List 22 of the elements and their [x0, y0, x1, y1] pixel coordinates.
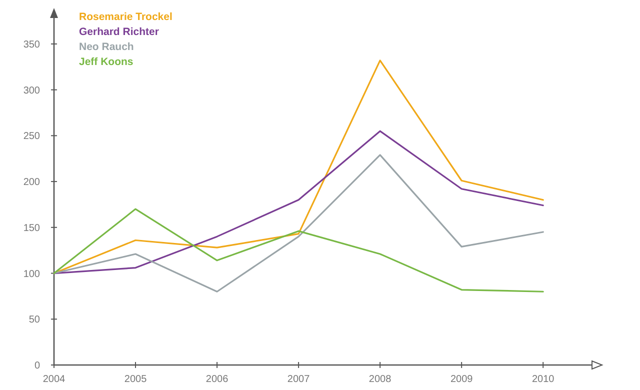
x-tick-label: 2004 [42, 374, 66, 385]
text: Jeff Koons [79, 56, 134, 68]
x-tick-label: 2009 [450, 374, 474, 385]
y-tick-label: 300 [23, 85, 40, 96]
y-tick-label: 50 [28, 314, 40, 326]
x-tick-label: 2005 [124, 374, 148, 385]
y-tick-label: 0 [34, 360, 40, 372]
y-tick-label: 200 [23, 177, 40, 188]
y-tick-label: 150 [23, 222, 40, 234]
line-series [53, 154, 544, 292]
text: Neo Rauch [79, 41, 134, 53]
x-tick-label: 2006 [206, 374, 229, 385]
y-tick-label: 250 [23, 131, 40, 142]
text: Rosemarie Trockel [79, 11, 172, 23]
text: Gerhard Richter [79, 26, 159, 38]
line-series [53, 130, 544, 274]
y-tick-label: 350 [23, 39, 40, 50]
x-tick-label: 2007 [287, 374, 310, 385]
x-tick-label: 2010 [532, 374, 555, 385]
x-tick-label: 2008 [368, 374, 392, 385]
line-series [53, 208, 544, 292]
y-tick-label: 100 [23, 268, 40, 280]
